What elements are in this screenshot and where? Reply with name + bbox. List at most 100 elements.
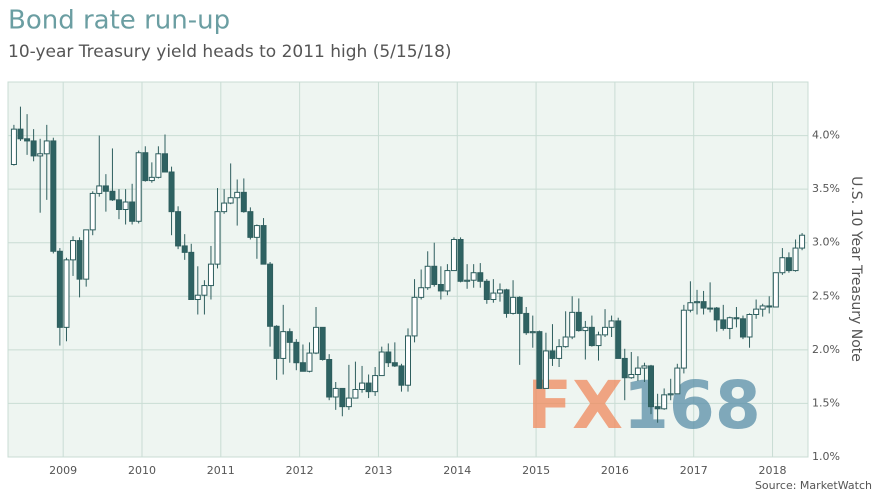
candle-body xyxy=(687,302,694,311)
candle-body xyxy=(227,197,234,204)
watermark: FX168 xyxy=(527,367,761,444)
candle-body xyxy=(319,326,326,361)
candle-body xyxy=(700,301,707,309)
candle-body xyxy=(621,357,628,379)
candle-body xyxy=(536,331,543,389)
y-tick-label: 3.0% xyxy=(812,236,840,249)
candle-body xyxy=(43,140,50,155)
chart-subtitle: 10-year Treasury yield heads to 2011 hig… xyxy=(8,42,452,62)
candle-body xyxy=(135,152,142,222)
y-tick-label: 1.0% xyxy=(812,450,840,463)
candle-body xyxy=(602,326,609,336)
candle-body xyxy=(122,201,129,210)
candle-body xyxy=(175,211,182,247)
candle-body xyxy=(253,225,260,238)
x-tick-label: 2012 xyxy=(286,464,314,477)
candle-body xyxy=(247,211,254,238)
candle-body xyxy=(313,326,320,354)
candle-body xyxy=(168,171,175,213)
candle-body xyxy=(56,250,63,328)
candle-body xyxy=(155,153,162,178)
candle-body xyxy=(792,247,799,272)
candle-body xyxy=(37,153,44,157)
candle-body xyxy=(569,311,576,338)
candle-body xyxy=(391,362,398,367)
candle-body xyxy=(142,152,149,182)
candle-body xyxy=(431,265,438,285)
candle-body xyxy=(772,272,779,308)
candle-body xyxy=(746,314,753,338)
candle-body xyxy=(549,350,556,359)
candle-body xyxy=(477,272,484,282)
candle-body xyxy=(30,140,37,157)
candle-body xyxy=(739,318,746,338)
candle-body xyxy=(437,284,444,292)
candle-body xyxy=(595,334,602,347)
candle-body xyxy=(339,387,346,408)
candle-body xyxy=(63,259,70,328)
x-tick-label: 2011 xyxy=(207,464,235,477)
plot-area xyxy=(7,81,809,458)
candle-body xyxy=(667,393,674,396)
y-tick-label: 4.0% xyxy=(812,129,840,142)
candle-body xyxy=(720,319,727,329)
candle-body xyxy=(10,128,17,165)
candle-body xyxy=(542,350,549,389)
x-tick-label: 2014 xyxy=(443,464,471,477)
candle-body xyxy=(162,153,169,173)
candle-body xyxy=(641,365,648,369)
candle-body xyxy=(647,365,654,408)
x-tick-label: 2010 xyxy=(128,464,156,477)
x-tick-label: 2018 xyxy=(759,464,787,477)
candle-body xyxy=(345,397,352,408)
candle-body xyxy=(385,351,392,364)
candle-body xyxy=(726,317,733,329)
candle-body xyxy=(785,257,792,272)
candle-body xyxy=(352,389,359,399)
candle-body xyxy=(529,331,536,334)
chart-title: Bond rate run-up xyxy=(8,6,230,36)
candle-body xyxy=(109,190,116,201)
candle-body xyxy=(365,382,372,393)
candle-body xyxy=(588,326,595,347)
candle-body xyxy=(221,202,228,213)
candle-body xyxy=(17,128,24,140)
candle-body xyxy=(76,240,83,280)
candle-body xyxy=(753,308,760,315)
candle-body xyxy=(674,367,681,395)
candle-body xyxy=(470,272,477,281)
candle-body xyxy=(267,263,274,327)
candle-body xyxy=(411,296,418,337)
candle-body xyxy=(234,191,241,199)
candle-body xyxy=(378,351,385,377)
candle-body xyxy=(634,367,641,376)
candle-body xyxy=(575,311,582,332)
candle-body xyxy=(424,265,431,289)
candle-body xyxy=(115,199,122,211)
candle-body xyxy=(332,387,339,398)
candle-body xyxy=(89,192,96,231)
candle-body xyxy=(194,294,201,301)
candle-body xyxy=(50,140,57,252)
candle-body xyxy=(207,263,214,287)
candle-body xyxy=(148,176,155,182)
candle-body xyxy=(24,138,31,142)
candle-body xyxy=(405,335,411,386)
candle-body xyxy=(102,185,109,192)
candle-body xyxy=(464,279,471,282)
candle-body xyxy=(680,309,687,369)
candle-body xyxy=(457,239,464,282)
candle-body xyxy=(733,317,740,320)
candle-body xyxy=(490,292,497,301)
x-tick-label: 2009 xyxy=(49,464,77,477)
candle-body xyxy=(286,331,293,343)
candle-body xyxy=(582,326,589,332)
candle-body xyxy=(450,239,457,272)
candle-body xyxy=(188,251,195,301)
candle-body xyxy=(510,296,517,314)
candle-body xyxy=(759,305,766,310)
candle-body xyxy=(654,406,661,410)
candle-body xyxy=(707,307,714,310)
x-tick-label: 2017 xyxy=(680,464,708,477)
